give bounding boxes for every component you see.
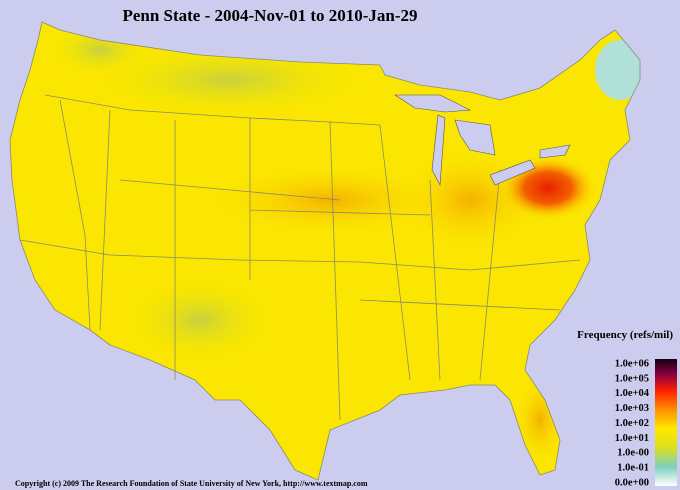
legend-label: 1.0e+03: [615, 403, 649, 414]
legend-label: 1.0e-01: [617, 463, 649, 474]
legend-label: 1.0e+04: [615, 388, 650, 399]
legend-label: 1.0e+05: [615, 373, 649, 384]
legend-label: 1.0e+01: [615, 433, 649, 444]
legend-title: Frequency (refs/mil): [577, 329, 673, 341]
copyright: Copyright (c) 2009 The Research Foundati…: [15, 479, 368, 488]
map-title: Penn State - 2004-Nov-01 to 2010-Jan-29: [122, 6, 417, 25]
legend-label: 1.0e-00: [617, 448, 649, 459]
legend-label: 1.0e+06: [615, 358, 649, 369]
legend-label: 0.0e+00: [615, 477, 649, 488]
color-bar: [655, 359, 677, 486]
legend-labels: 1.0e+06 1.0e+05 1.0e+04 1.0e+03 1.0e+02 1.0e+…: [615, 358, 650, 488]
state-borders: [9, 21, 641, 481]
legend-label: 1.0e+02: [615, 418, 649, 429]
great-lakes: [393, 94, 571, 187]
